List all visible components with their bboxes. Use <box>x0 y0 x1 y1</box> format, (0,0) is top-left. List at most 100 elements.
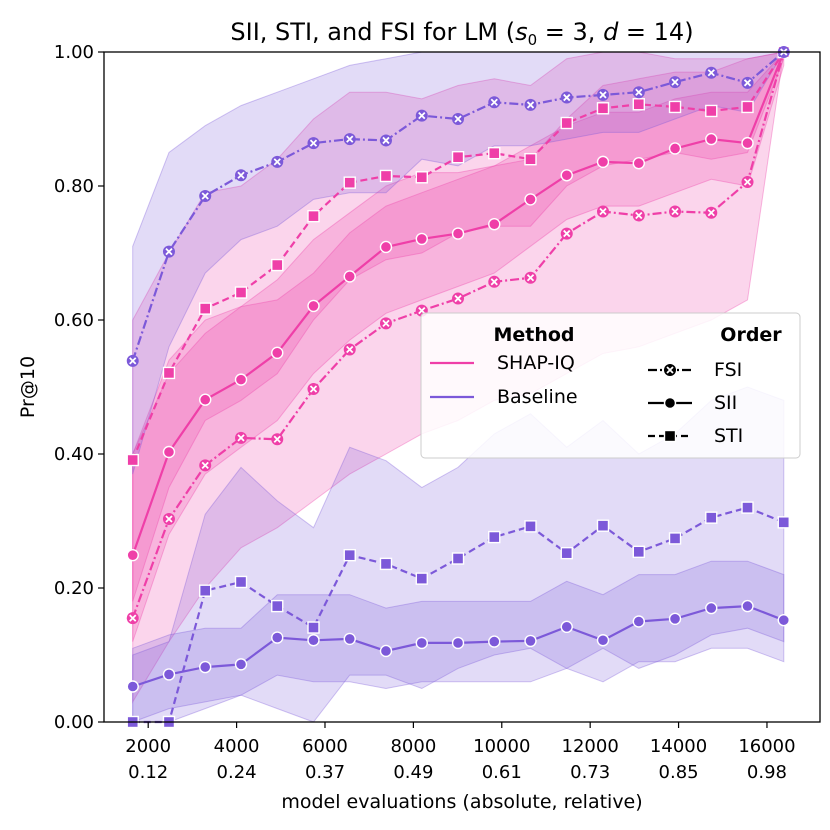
data-point <box>199 302 212 315</box>
data-point <box>271 258 284 272</box>
legend-label-shapiq: SHAP-IQ <box>497 352 575 374</box>
data-point <box>632 98 645 111</box>
data-point <box>379 169 393 183</box>
data-point <box>379 134 392 147</box>
data-point <box>669 76 682 89</box>
data-point-cross <box>237 171 245 179</box>
data-point <box>560 91 573 104</box>
data-point-cross <box>346 345 354 354</box>
data-point <box>343 632 356 646</box>
x-tick-label: 12000 <box>562 736 619 757</box>
data-point-cross <box>382 319 390 327</box>
title-part: SII, STI, and FSI for LM ( <box>230 18 515 46</box>
data-point <box>343 133 356 146</box>
y-tick-label: 0.80 <box>54 176 94 197</box>
data-point <box>452 292 465 305</box>
data-point <box>560 620 573 634</box>
data-point <box>451 227 465 240</box>
data-point <box>488 530 501 544</box>
data-point <box>271 631 284 644</box>
data-point <box>741 100 754 114</box>
data-point-cross <box>165 248 173 256</box>
data-point-cross <box>309 139 318 147</box>
title-part: = 3, <box>537 18 603 46</box>
data-point <box>271 346 284 360</box>
data-point <box>343 343 356 356</box>
title-part: = 14) <box>618 18 693 46</box>
data-point-cross <box>707 209 715 217</box>
y-axis-title: Pr@10 <box>17 356 39 418</box>
band-1 <box>132 50 785 642</box>
data-point <box>126 612 139 625</box>
data-point <box>632 157 645 170</box>
data-point <box>415 109 428 122</box>
data-point <box>596 155 610 169</box>
legend-marker-FSI-cross <box>666 366 674 374</box>
data-point <box>596 205 609 218</box>
data-point <box>379 644 393 658</box>
data-point <box>451 636 465 650</box>
data-point <box>126 680 139 693</box>
data-point <box>560 546 573 560</box>
data-point <box>451 150 465 164</box>
data-point <box>307 209 320 223</box>
legend-box <box>420 312 801 459</box>
data-point <box>524 271 537 284</box>
data-point <box>524 520 537 533</box>
data-point <box>596 88 609 101</box>
data-point-cross <box>346 135 354 143</box>
legend-heading-order: Order <box>720 324 782 346</box>
data-point <box>668 612 682 626</box>
data-point <box>343 176 356 189</box>
data-point <box>199 584 212 597</box>
data-point-cross <box>454 294 462 303</box>
data-point <box>668 100 682 114</box>
data-point <box>415 232 428 246</box>
data-point-cross <box>273 435 281 443</box>
data-point-cross <box>563 93 571 102</box>
data-point <box>669 205 682 218</box>
data-point <box>741 501 754 514</box>
data-point <box>777 516 790 529</box>
data-point <box>668 142 682 155</box>
data-point <box>524 634 537 648</box>
data-point <box>379 317 392 330</box>
data-point <box>488 96 501 109</box>
legend-label-SII: SII <box>714 392 737 414</box>
y-tick-label: 1.00 <box>54 42 94 63</box>
x-tick-label-relative: 0.61 <box>482 762 522 783</box>
x-tick-label-relative: 0.37 <box>305 762 345 783</box>
x-tick-label-relative: 0.73 <box>570 762 610 783</box>
data-point-cross <box>563 229 571 238</box>
data-point-cross <box>490 98 498 106</box>
data-point <box>379 557 393 571</box>
legend-marker-SII <box>663 396 677 410</box>
data-point <box>343 548 356 562</box>
data-point <box>307 137 320 150</box>
data-point-cross <box>671 207 679 216</box>
data-point-cross <box>382 136 390 145</box>
data-point-cross <box>743 79 752 87</box>
data-point <box>705 66 718 79</box>
data-point <box>777 613 790 627</box>
title-part: d <box>603 18 619 46</box>
data-point <box>234 373 248 386</box>
data-point <box>199 660 212 674</box>
x-tick-label: 6000 <box>302 736 348 757</box>
chart-title: SII, STI, and FSI for LM (s0 = 3, d = 14… <box>230 18 693 49</box>
legend-label-FSI: FSI <box>714 359 742 381</box>
data-point <box>307 634 320 647</box>
x-tick-label: 2000 <box>125 736 171 757</box>
x-tick-label: 4000 <box>214 736 260 757</box>
data-point <box>705 132 718 146</box>
data-point <box>705 601 718 615</box>
x-tick-label-relative: 0.98 <box>747 762 787 783</box>
data-point <box>162 445 176 459</box>
data-point <box>451 552 465 565</box>
legend-marker-FSI <box>664 364 676 376</box>
data-point <box>524 98 537 111</box>
data-point-cross <box>671 78 679 86</box>
y-tick-label: 0.00 <box>54 712 94 733</box>
data-point-cross <box>129 357 137 365</box>
title-part: 0 <box>528 31 538 49</box>
